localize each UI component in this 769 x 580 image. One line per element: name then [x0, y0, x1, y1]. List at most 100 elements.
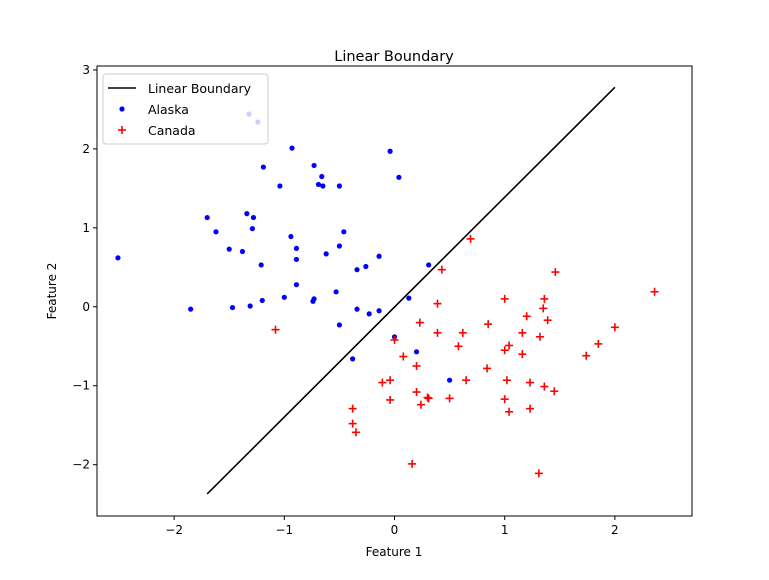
legend-label-alaska: Alaska — [148, 102, 189, 117]
point-canada — [543, 316, 552, 325]
x-tick-label: 1 — [501, 523, 509, 537]
point-canada — [390, 335, 399, 344]
point-alaska — [229, 304, 236, 311]
point-alaska — [258, 262, 264, 268]
point-canada — [386, 395, 395, 404]
point-alaska — [336, 183, 343, 189]
point-canada — [539, 304, 548, 313]
point-alaska — [333, 289, 339, 295]
point-alaska — [239, 248, 246, 255]
legend-dot-marker — [119, 106, 125, 112]
point-alaska — [247, 303, 253, 309]
point-canada — [582, 351, 591, 360]
legend-label-boundary: Linear Boundary — [148, 81, 252, 96]
point-canada — [500, 294, 509, 303]
point-alaska — [260, 164, 266, 170]
point-canada — [518, 350, 527, 359]
point-canada — [466, 234, 475, 243]
point-canada — [412, 362, 421, 370]
y-axis-ticks: −2 −1 0 1 2 3 — [72, 63, 97, 472]
point-alaska — [336, 322, 343, 328]
point-alaska — [341, 229, 347, 235]
point-canada — [650, 287, 659, 296]
point-canada — [351, 428, 360, 437]
chart-title: Linear Boundary — [334, 49, 454, 65]
point-alaska — [288, 233, 294, 240]
point-canada — [540, 382, 549, 391]
point-canada — [462, 376, 471, 385]
point-canada — [502, 376, 511, 385]
x-axis-label: Feature 1 — [366, 545, 423, 559]
point-alaska — [376, 253, 382, 259]
point-canada — [484, 320, 493, 329]
point-canada — [399, 352, 408, 361]
point-canada — [518, 328, 527, 337]
axes-frame — [96, 65, 693, 517]
series-canada — [271, 234, 659, 478]
point-canada — [445, 394, 454, 403]
x-tick-label: −2 — [165, 523, 183, 537]
boundary-line — [206, 86, 616, 495]
x-axis-ticks: −2 −1 0 1 2 — [165, 516, 619, 537]
point-canada — [535, 332, 544, 341]
point-alaska — [249, 226, 255, 232]
point-alaska — [350, 356, 356, 362]
point-alaska — [315, 181, 322, 188]
point-alaska — [226, 246, 232, 252]
point-canada — [483, 364, 492, 373]
point-canada — [534, 469, 543, 478]
point-canada — [348, 404, 357, 413]
point-canada — [378, 378, 387, 387]
point-alaska — [115, 255, 121, 261]
point-alaska — [320, 183, 326, 189]
point-alaska — [363, 263, 369, 270]
point-alaska — [204, 214, 210, 221]
point-canada — [551, 268, 560, 277]
point-alaska — [188, 306, 194, 312]
x-tick-label: 0 — [391, 523, 399, 537]
plot-area — [115, 86, 659, 495]
point-alaska — [319, 173, 325, 180]
point-alaska — [354, 267, 360, 273]
point-canada — [500, 346, 509, 355]
point-canada — [500, 395, 509, 404]
point-canada — [526, 378, 535, 387]
point-alaska — [311, 162, 317, 169]
point-alaska — [293, 245, 300, 251]
point-canada — [594, 339, 603, 348]
point-canada — [540, 294, 549, 303]
point-alaska — [281, 294, 287, 300]
point-canada — [386, 376, 395, 385]
point-canada — [416, 400, 425, 409]
point-alaska — [413, 349, 420, 355]
point-alaska — [289, 145, 295, 151]
point-canada — [458, 328, 467, 337]
point-alaska — [244, 211, 250, 217]
y-tick-label: 2 — [82, 142, 90, 156]
point-alaska — [259, 297, 265, 304]
point-canada — [424, 394, 433, 403]
point-alaska — [213, 229, 219, 235]
point-canada — [437, 265, 446, 274]
point-alaska — [387, 148, 393, 154]
point-alaska — [310, 298, 316, 304]
point-alaska — [354, 306, 360, 312]
point-canada — [433, 299, 442, 308]
point-alaska — [277, 183, 283, 189]
point-alaska — [293, 256, 300, 263]
legend-box — [102, 73, 269, 145]
y-tick-label: −1 — [72, 379, 90, 393]
point-canada — [433, 328, 442, 337]
point-canada — [271, 325, 280, 334]
y-axis-label: Feature 2 — [45, 263, 59, 320]
point-alaska — [426, 262, 432, 268]
point-canada — [412, 388, 421, 397]
point-alaska — [396, 174, 402, 180]
point-alaska — [366, 311, 372, 317]
point-alaska — [406, 295, 412, 301]
point-canada — [415, 318, 424, 327]
point-canada — [610, 323, 619, 332]
x-tick-label: −1 — [275, 523, 293, 537]
legend-plus-marker — [118, 126, 126, 134]
